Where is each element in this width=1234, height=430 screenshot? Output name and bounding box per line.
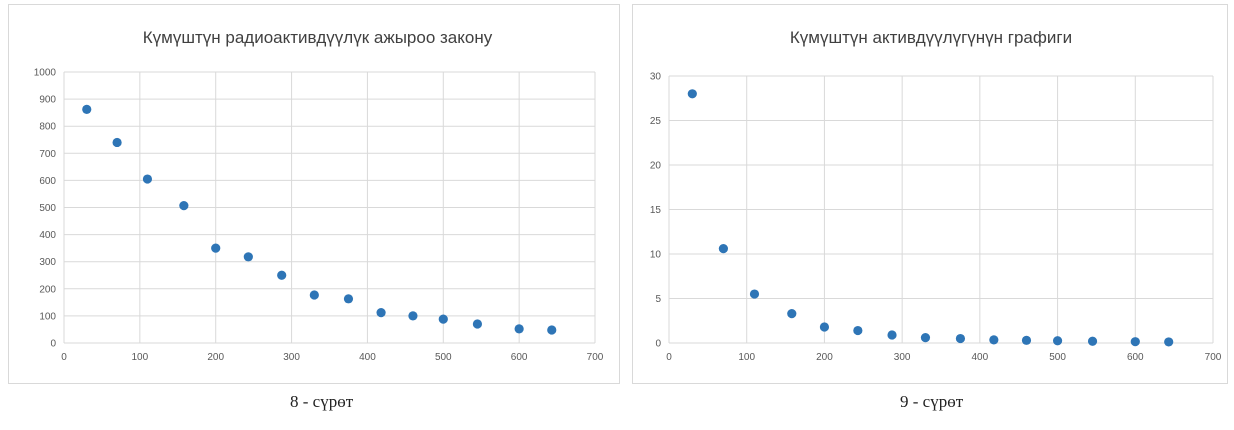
x-tick-label: 200 xyxy=(816,352,833,363)
data-point xyxy=(787,309,797,319)
y-tick-label: 700 xyxy=(39,149,56,160)
data-point xyxy=(142,174,153,184)
x-tick-label: 700 xyxy=(587,352,604,363)
data-point xyxy=(82,104,92,114)
y-tick-label: 800 xyxy=(39,122,56,133)
x-tick-label: 300 xyxy=(894,352,911,363)
chart-title: Күмүштүн радиоактивдүүлүк ажыроо закону xyxy=(143,28,493,47)
data-point xyxy=(179,201,189,211)
y-tick-label: 400 xyxy=(39,230,56,241)
chart-panel-activity: Күмүштүн активдүүлүгүнүн графиги 0 5 10 15 20… xyxy=(632,4,1228,384)
data-point xyxy=(112,137,122,148)
x-tick-label: 0 xyxy=(61,352,67,363)
figure-caption-9: 9 - сүрөт xyxy=(900,392,964,411)
chart-title: Күмүштүн активдүүлүгүнүн графиги xyxy=(790,28,1072,47)
data-point xyxy=(853,325,863,336)
y-tick-label: 300 xyxy=(39,257,56,268)
x-tick-label: 100 xyxy=(738,352,755,363)
data-point xyxy=(1052,336,1063,346)
x-tick-label: 0 xyxy=(666,352,672,363)
data-point xyxy=(472,319,483,329)
data-point xyxy=(243,252,253,262)
data-point xyxy=(749,289,760,299)
x-tick-label: 100 xyxy=(132,352,149,363)
y-tick-label: 100 xyxy=(39,311,56,322)
x-tick-label: 500 xyxy=(1049,352,1066,363)
figure-caption-8: 8 - сүрөт xyxy=(290,392,354,411)
data-point xyxy=(887,330,897,340)
x-tick-label: 500 xyxy=(435,352,452,363)
data-point xyxy=(718,244,728,254)
data-point xyxy=(1164,337,1174,347)
data-point xyxy=(438,314,448,324)
data-point xyxy=(514,324,524,334)
y-tick-label: 1000 xyxy=(34,68,57,79)
data-point xyxy=(408,311,418,321)
x-tick-label: 400 xyxy=(359,352,376,363)
y-tick-label: 0 xyxy=(50,339,56,350)
data-point xyxy=(1130,337,1140,347)
chart-panel-decay-law: Күмүштүн радиоактивдүүлүк ажыроо закону 0… xyxy=(8,4,620,384)
x-tick-label: 200 xyxy=(207,352,224,363)
data-point xyxy=(309,290,319,300)
x-tick-label: 600 xyxy=(1127,352,1144,363)
y-tick-label: 5 xyxy=(655,294,661,305)
y-tick-label: 10 xyxy=(650,250,662,261)
activity-scatter-chart: Күмүштүн активдүүлүгүнүн графиги 0 5 10 15 20… xyxy=(650,28,1222,363)
data-point xyxy=(211,243,221,253)
y-tick-label: 15 xyxy=(650,205,662,216)
y-tick-label: 20 xyxy=(650,161,662,172)
y-tick-label: 0 xyxy=(655,339,661,350)
data-point xyxy=(376,308,386,318)
x-tick-label: 700 xyxy=(1205,352,1222,363)
y-tick-label: 900 xyxy=(39,95,56,106)
data-point xyxy=(343,294,354,304)
data-point xyxy=(1087,336,1098,346)
y-tick-label: 30 xyxy=(650,72,662,83)
x-tick-label: 600 xyxy=(511,352,528,363)
y-tick-label: 200 xyxy=(39,284,56,295)
data-point xyxy=(547,325,557,335)
data-point xyxy=(1021,335,1032,345)
data-point xyxy=(989,335,999,345)
data-point xyxy=(819,322,830,332)
y-tick-label: 500 xyxy=(39,203,56,214)
data-point xyxy=(920,333,931,343)
x-tick-label: 300 xyxy=(283,352,300,363)
data-point xyxy=(687,89,697,99)
y-tick-label: 600 xyxy=(39,176,56,187)
data-point xyxy=(955,333,966,344)
y-tick-label: 25 xyxy=(650,116,662,127)
decay-law-scatter-chart: Күмүштүн радиоактивдүүлүк ажыроо закону 0… xyxy=(34,28,604,363)
x-tick-label: 400 xyxy=(972,352,989,363)
data-point xyxy=(277,270,287,280)
